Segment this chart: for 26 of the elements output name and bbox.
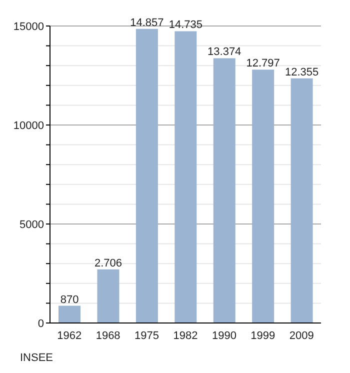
data-label: 2.706	[94, 257, 122, 270]
data-label: 13.374	[208, 46, 242, 58]
y-tick-label: 10000	[13, 120, 44, 132]
bar	[174, 31, 197, 323]
data-label: 12.355	[284, 66, 319, 78]
y-tick-label: 0	[38, 318, 44, 330]
bar	[252, 70, 274, 323]
data-label: 14.735	[168, 19, 202, 32]
bar	[290, 78, 313, 323]
data-label: 870	[60, 294, 79, 306]
bar	[58, 306, 81, 323]
text: INSEE	[20, 352, 54, 364]
bar	[97, 269, 120, 323]
data-label: 14.857	[130, 16, 164, 29]
x-tick-label: 1982	[173, 330, 198, 342]
x-tick-label: 1990	[212, 330, 236, 342]
x-tick-label: 2009	[289, 330, 314, 342]
x-tick-label: 1962	[57, 330, 82, 342]
y-tick-label: 5000	[20, 218, 44, 231]
x-tick-label: 1975	[134, 330, 160, 342]
y-tick-label: 15000	[13, 20, 44, 33]
data-label: 12.797	[246, 58, 280, 70]
bar	[213, 58, 236, 323]
x-tick-label: 1999	[250, 330, 276, 342]
bar	[136, 28, 158, 323]
x-tick-label: 1968	[96, 330, 120, 342]
